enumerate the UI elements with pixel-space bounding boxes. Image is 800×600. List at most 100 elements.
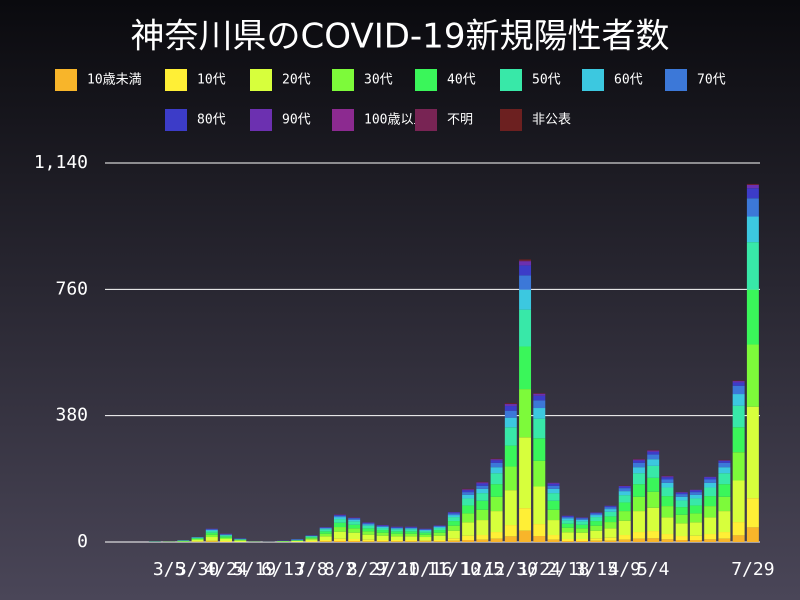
bar-segment bbox=[576, 541, 588, 542]
legend-label: 10歳未満 bbox=[87, 73, 142, 88]
bar-segment bbox=[704, 477, 717, 480]
bar-segment bbox=[647, 450, 660, 452]
bar-segment bbox=[590, 538, 603, 541]
legend-swatch bbox=[415, 109, 437, 131]
bar-segment bbox=[704, 476, 717, 478]
bar-segment bbox=[362, 539, 375, 542]
bar-segment bbox=[533, 393, 546, 396]
bar-segment bbox=[689, 513, 702, 523]
bar-segment bbox=[661, 517, 674, 535]
x-tick-label: 3/15 bbox=[575, 559, 618, 580]
legend-swatch bbox=[500, 69, 522, 91]
bar-segment bbox=[718, 467, 731, 474]
bar-segment bbox=[405, 540, 418, 542]
bar-segment bbox=[419, 529, 432, 531]
bar-segment bbox=[732, 405, 745, 428]
bar-segment bbox=[348, 519, 361, 522]
bar-segment bbox=[390, 531, 403, 534]
bar-segment bbox=[561, 532, 574, 540]
bar-segment bbox=[746, 198, 759, 217]
x-tick-label: 8/27 bbox=[347, 559, 390, 580]
bar-segment bbox=[618, 495, 631, 503]
bar-segment bbox=[348, 521, 361, 525]
bar-segment bbox=[405, 527, 418, 529]
bar-segment bbox=[462, 522, 475, 536]
bar-segment bbox=[618, 491, 631, 496]
bar-segment bbox=[661, 482, 674, 488]
y-tick-label: 1,140 bbox=[34, 152, 88, 173]
bar-segment bbox=[547, 483, 560, 486]
bar-segment bbox=[419, 541, 432, 542]
bar-segment bbox=[647, 454, 660, 460]
bar-segment bbox=[405, 528, 418, 530]
bar-segment bbox=[632, 459, 645, 461]
bar-segment bbox=[647, 507, 660, 532]
bar-segment bbox=[362, 523, 375, 525]
bar-segment bbox=[632, 496, 645, 512]
bar-segment bbox=[462, 498, 475, 506]
bar-segment bbox=[618, 511, 631, 521]
bar-segment bbox=[333, 515, 346, 518]
bar-segment bbox=[490, 460, 503, 463]
bar-segment bbox=[519, 437, 532, 509]
bar-segment bbox=[547, 493, 560, 501]
bar-segment bbox=[319, 529, 332, 532]
bar-segment bbox=[390, 528, 403, 530]
bar-segment bbox=[618, 539, 631, 542]
bar-segment bbox=[689, 494, 702, 499]
bar-segment bbox=[576, 521, 588, 525]
bar-segment bbox=[504, 427, 517, 446]
bar-segment bbox=[547, 485, 560, 489]
bar-segment bbox=[732, 522, 745, 536]
bar-segment bbox=[533, 524, 546, 537]
bar-segment bbox=[405, 533, 418, 537]
legend-swatch bbox=[415, 69, 437, 91]
bar-segment bbox=[576, 532, 588, 540]
bar-segment bbox=[689, 492, 702, 495]
bar-segment bbox=[519, 508, 532, 531]
x-tick-label: 10/16 bbox=[398, 559, 452, 580]
bar-segment bbox=[376, 526, 389, 527]
x-tick-label: 7/29 bbox=[731, 559, 774, 580]
bar-segment bbox=[576, 539, 588, 542]
bar-segment bbox=[405, 529, 418, 532]
bar-segment bbox=[220, 534, 233, 536]
bar-segment bbox=[732, 535, 745, 542]
bar-segment bbox=[319, 540, 332, 542]
bar-segment bbox=[746, 498, 759, 528]
bar-segment bbox=[319, 533, 332, 537]
bar-segment bbox=[533, 418, 546, 439]
bar-segment bbox=[689, 505, 702, 514]
bar-segment bbox=[405, 527, 418, 528]
bar-segment bbox=[519, 346, 532, 390]
bar-segment bbox=[704, 482, 717, 488]
bar-segment bbox=[561, 527, 574, 533]
bar-segment bbox=[689, 522, 702, 536]
bar-segment bbox=[319, 528, 332, 530]
bar-segment bbox=[718, 473, 731, 485]
bar-segment bbox=[462, 505, 475, 514]
bar-segment bbox=[433, 532, 446, 536]
bar-segment bbox=[689, 489, 702, 491]
bar-segment bbox=[476, 500, 489, 510]
bar-segment bbox=[504, 410, 517, 418]
bar-segment bbox=[476, 509, 489, 521]
bar-segment bbox=[561, 518, 574, 521]
bar-segment bbox=[647, 538, 660, 542]
bar-segment bbox=[490, 473, 503, 485]
bar-segment bbox=[519, 530, 532, 542]
bar-segment bbox=[362, 522, 375, 524]
bar-segment bbox=[632, 484, 645, 497]
bar-segment bbox=[191, 539, 204, 541]
bar-segment bbox=[704, 539, 717, 542]
bar-segment bbox=[490, 462, 503, 468]
bar-segment bbox=[704, 479, 717, 483]
bar-segment bbox=[618, 486, 631, 489]
bar-segment bbox=[433, 530, 446, 533]
bar-segment bbox=[348, 541, 361, 542]
bar-segment bbox=[319, 527, 332, 529]
legend-swatch bbox=[332, 109, 354, 131]
x-tick-label: 3/30 bbox=[176, 559, 219, 580]
y-tick-label: 0 bbox=[77, 531, 88, 552]
bar-segment bbox=[590, 521, 603, 526]
